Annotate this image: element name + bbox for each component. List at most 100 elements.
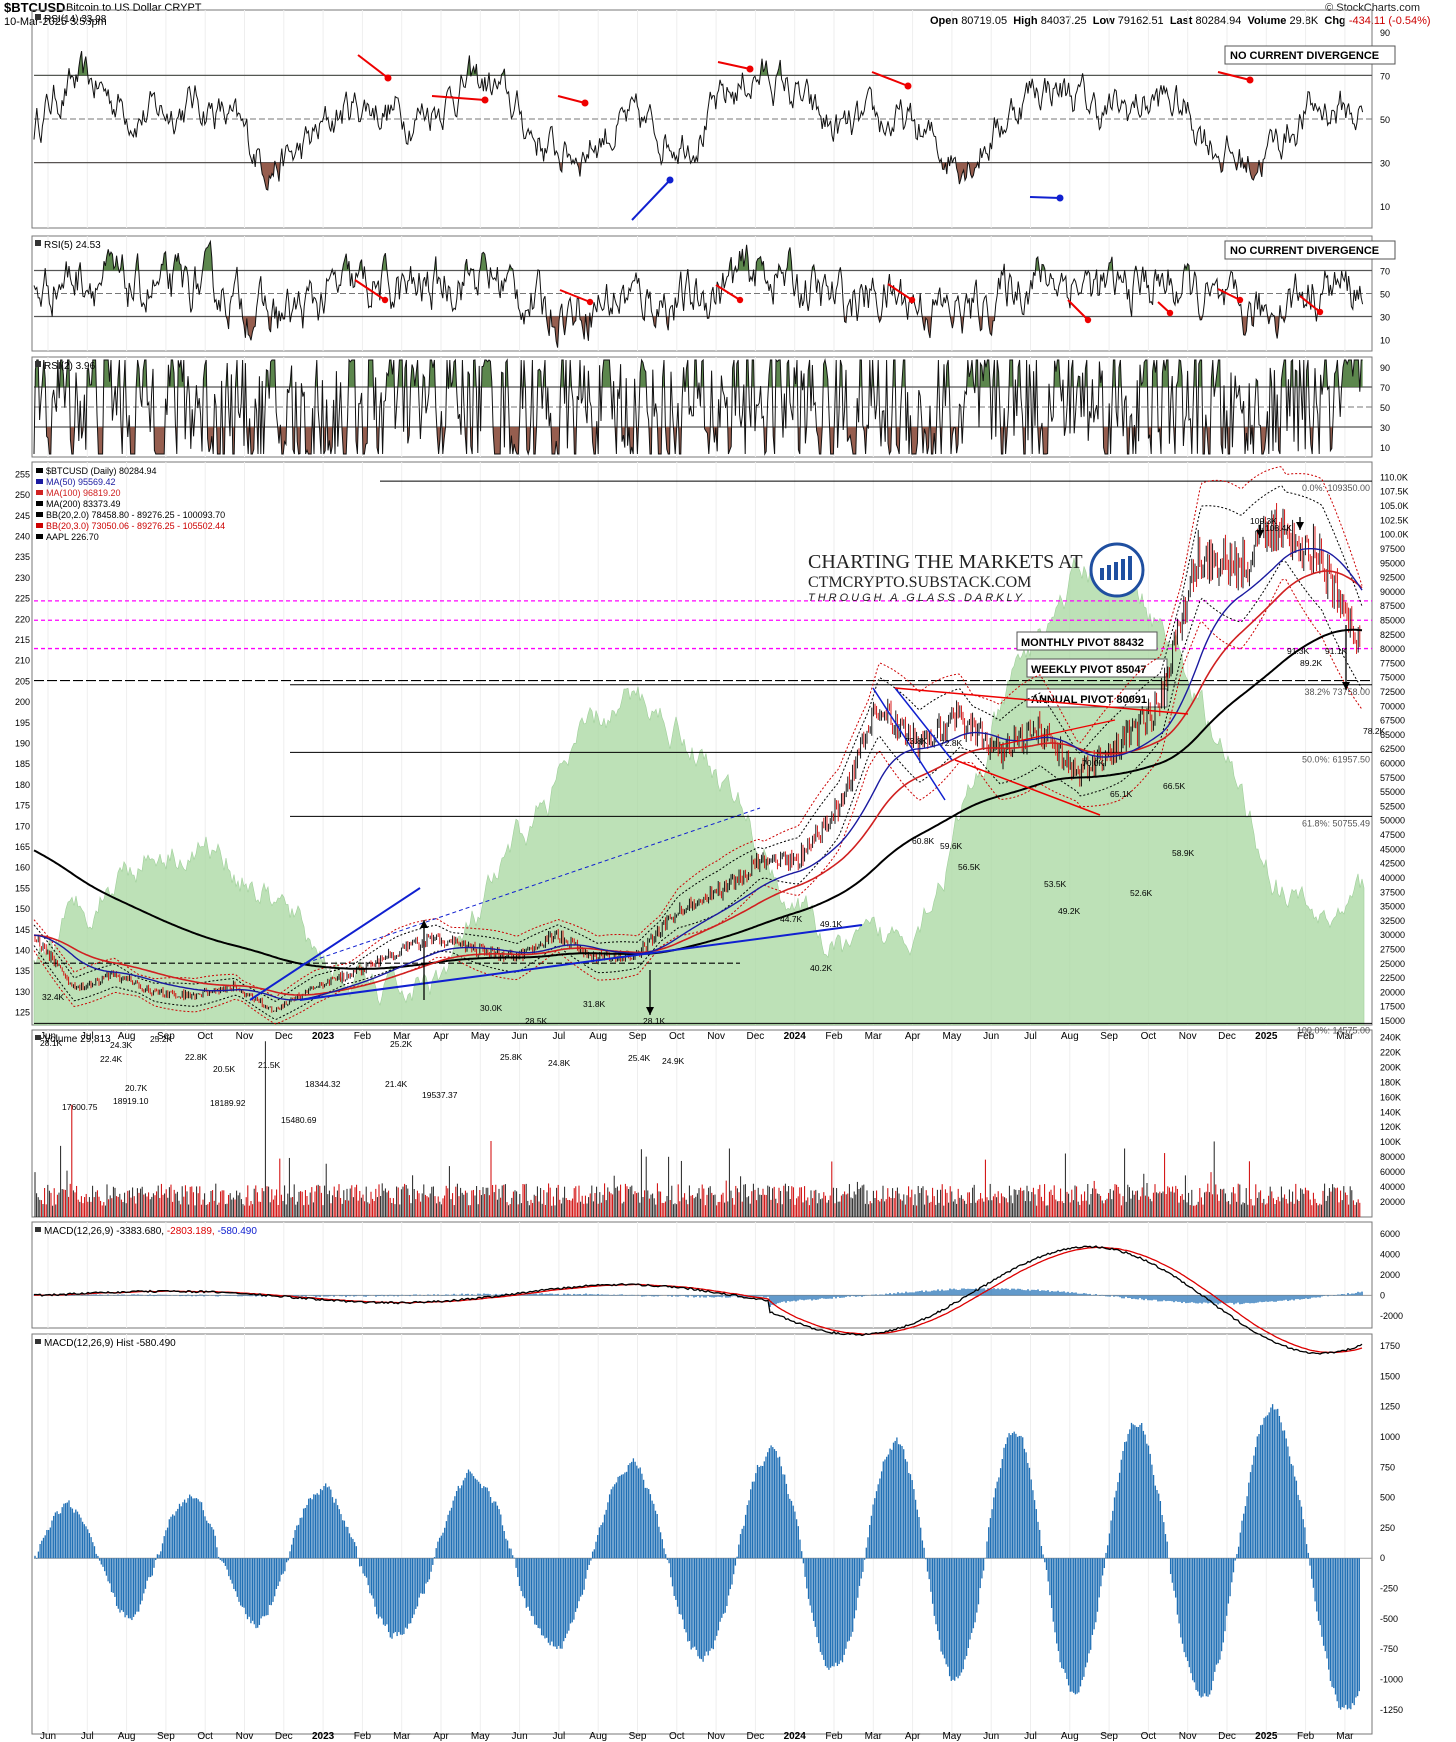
rsi14-divergence-arrowhead (746, 65, 754, 73)
month-label-Aug: Aug (118, 1031, 136, 1042)
fib-label: 0.0%: 109350.00 (1302, 483, 1370, 493)
month-label-Jul: Jul (1024, 1031, 1037, 1042)
price-annotation: 72.8K (940, 738, 963, 748)
volume-tick: 20000 (1380, 1197, 1405, 1207)
price-legend-item: BB(20,3.0) 73050.06 - 89276.25 - 105502.… (46, 521, 225, 531)
month-label-Aug: Aug (589, 1031, 607, 1042)
macd-tick: 4000 (1380, 1250, 1400, 1260)
volume-tick: 60000 (1380, 1167, 1405, 1177)
price-annotation: 22.4K (100, 1054, 123, 1064)
rsi2-title-marker (35, 361, 41, 367)
price-legend-item: MA(50) 95569.42 (46, 477, 116, 487)
rsi5-divergence-arrowhead (381, 296, 389, 304)
rsi14-divergence-arrowhead (1246, 76, 1254, 84)
price-annotation: 40.2K (810, 963, 833, 973)
price-right-tick: 95000 (1380, 558, 1405, 568)
trend-line (872, 687, 946, 801)
fib-label: 38.2% 73758.00 (1304, 687, 1370, 697)
month-label-Aug: Aug (118, 1731, 136, 1742)
price-right-tick: 87500 (1380, 601, 1405, 611)
price-annotation: 52.6K (1130, 888, 1153, 898)
month-label-Mar: Mar (393, 1031, 411, 1042)
volume-tick: 100K (1380, 1137, 1401, 1147)
aapl-left-tick: 240 (15, 532, 30, 542)
rsi5-note-box (1224, 240, 1396, 260)
rsi14-tick: 90 (1380, 28, 1390, 38)
aapl-left-tick: 200 (15, 697, 30, 707)
price-annotation: 25.4K (628, 1053, 651, 1063)
price-right-tick: 45000 (1380, 844, 1405, 854)
volume-tick: 220K (1380, 1047, 1401, 1057)
month-label-2023: 2023 (312, 1031, 335, 1042)
macd-tick: -2000 (1380, 1311, 1403, 1321)
price-legend-swatch (36, 523, 43, 528)
price-right-tick: 107.5K (1380, 487, 1409, 497)
rsi2-tick: 50 (1380, 403, 1390, 413)
price-right-tick: 47500 (1380, 830, 1405, 840)
price-annotation: 89.2K (1300, 658, 1323, 668)
price-annotation: 58.9K (1172, 848, 1195, 858)
month-label-Feb: Feb (354, 1031, 372, 1042)
price-arrow-head (1256, 530, 1264, 538)
rsi2-tick: 30 (1380, 423, 1390, 433)
price-arrow-head (646, 1007, 654, 1015)
hist-tick: 0 (1380, 1553, 1385, 1563)
watermark-logo-bar (1107, 565, 1111, 580)
price-annotation: 25.2K (150, 1034, 173, 1044)
aapl-left-tick: 135 (15, 966, 30, 976)
bb3-lower (33, 578, 1363, 1025)
price-annotation: 56.5K (958, 862, 981, 872)
chart-date: 10-Mar-2025 3:53pm (4, 16, 107, 28)
volume-tick: 120K (1380, 1122, 1401, 1132)
price-right-tick: 30000 (1380, 930, 1405, 940)
trend-line (299, 924, 863, 1001)
price-annotation: 25.2K (390, 1039, 413, 1049)
instrument-name: Bitcoin to US Dollar CRYPT (66, 2, 202, 14)
month-label-Sep: Sep (1100, 1031, 1118, 1042)
price-right-tick: 35000 (1380, 902, 1405, 912)
volume-tick: 160K (1380, 1092, 1401, 1102)
trend-line (999, 719, 1116, 746)
month-label-Mar: Mar (865, 1731, 883, 1742)
rsi14-overbought-fill (34, 51, 1363, 76)
rsi14-tick: 50 (1380, 115, 1390, 125)
rsi14-tick: 30 (1380, 159, 1390, 169)
trend-line (894, 687, 1189, 715)
price-annotation: 49.2K (1058, 906, 1081, 916)
fib-label: 50.0%: 61957.50 (1302, 754, 1370, 764)
month-label-May: May (471, 1731, 490, 1742)
price-annotation: 24.3K (110, 1040, 133, 1050)
month-label-May: May (471, 1031, 490, 1042)
volume-tick: 80000 (1380, 1152, 1405, 1162)
month-label-Nov: Nov (1179, 1731, 1197, 1742)
price-legend-item: MA(200) 83373.49 (46, 499, 121, 509)
month-label-Dec: Dec (747, 1031, 765, 1042)
volume-bars (34, 1041, 1361, 1217)
month-label-May: May (942, 1731, 961, 1742)
rsi14-title-marker (35, 14, 41, 20)
price-right-tick: 20000 (1380, 987, 1405, 997)
ma100-line (33, 570, 1363, 996)
price-annotation: 44.7K (780, 914, 803, 924)
price-annotation: 59.6K (940, 841, 963, 851)
annual-pivot-label: ANNUAL PIVOT 80091 (1031, 694, 1147, 706)
month-label-Dec: Dec (275, 1031, 293, 1042)
price-annotation: 20.5K (213, 1064, 236, 1074)
month-label-Dec: Dec (1218, 1731, 1236, 1742)
month-label-Jun: Jun (512, 1031, 528, 1042)
month-label-Sep: Sep (629, 1031, 647, 1042)
price-right-tick: 62500 (1380, 744, 1405, 754)
price-annotation: 31.8K (583, 999, 606, 1009)
price-annotation: 17600.75 (62, 1102, 98, 1112)
price-annotation: 25.8K (500, 1052, 523, 1062)
price-right-tick: 27500 (1380, 944, 1405, 954)
rsi14-note-box (1224, 45, 1396, 65)
price-right-tick: 25000 (1380, 959, 1405, 969)
macd-tick: 0 (1380, 1290, 1385, 1300)
price-right-tick: 85000 (1380, 615, 1405, 625)
rsi14-divergence-arrowhead (581, 99, 589, 107)
price-annotation: 70.0K (1082, 758, 1105, 768)
price-right-tick: 55000 (1380, 787, 1405, 797)
price-annotation: 24.9K (662, 1056, 685, 1066)
hist-tick: -1250 (1380, 1705, 1403, 1715)
